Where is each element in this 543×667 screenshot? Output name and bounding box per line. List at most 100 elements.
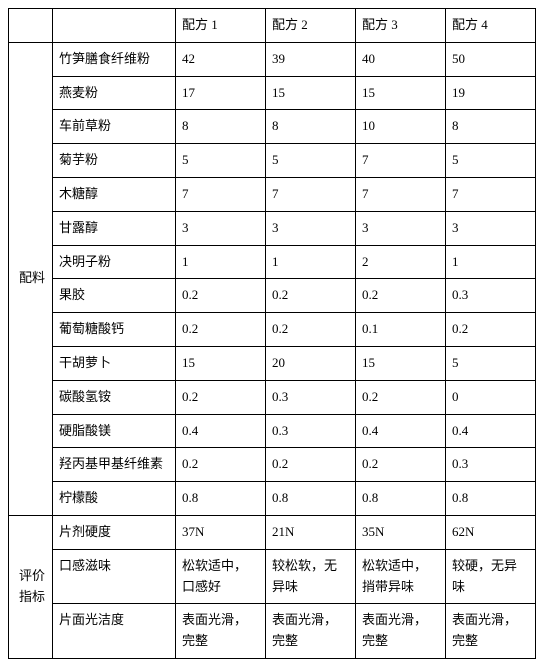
value-cell: 15 (266, 76, 356, 110)
value-cell: 0.2 (266, 448, 356, 482)
value-cell: 表面光滑，完整 (356, 604, 446, 659)
ingredient-name: 片剂硬度 (53, 515, 176, 549)
table-row: 甘露醇3333 (9, 211, 536, 245)
ingredient-name: 果胶 (53, 279, 176, 313)
table-row: 碳酸氢铵0.20.30.20 (9, 380, 536, 414)
value-cell: 21N (266, 515, 356, 549)
value-cell: 5 (266, 144, 356, 178)
ingredient-name: 燕麦粉 (53, 76, 176, 110)
ingredient-name: 柠檬酸 (53, 482, 176, 516)
value-cell: 42 (176, 42, 266, 76)
table-row: 硬脂酸镁0.40.30.40.4 (9, 414, 536, 448)
ingredient-name: 车前草粉 (53, 110, 176, 144)
table-row: 车前草粉88108 (9, 110, 536, 144)
value-cell: 7 (266, 177, 356, 211)
value-cell: 7 (356, 144, 446, 178)
value-cell: 8 (266, 110, 356, 144)
value-cell: 3 (356, 211, 446, 245)
ingredient-name: 决明子粉 (53, 245, 176, 279)
ingredient-name: 碳酸氢铵 (53, 380, 176, 414)
table-row: 羟丙基甲基纤维素0.20.20.20.3 (9, 448, 536, 482)
ingredient-name: 硬脂酸镁 (53, 414, 176, 448)
value-cell: 19 (446, 76, 536, 110)
value-cell: 0.2 (356, 279, 446, 313)
ingredient-name: 片面光洁度 (53, 604, 176, 659)
value-cell: 7 (446, 177, 536, 211)
ingredient-name: 干胡萝卜 (53, 346, 176, 380)
value-cell: 0.2 (446, 313, 536, 347)
value-cell: 0.2 (356, 448, 446, 482)
value-cell: 0.2 (266, 279, 356, 313)
header-row: 配方 1配方 2配方 3配方 4 (9, 9, 536, 43)
value-cell: 3 (266, 211, 356, 245)
table-row: 片面光洁度表面光滑，完整表面光滑，完整表面光滑，完整表面光滑，完整 (9, 604, 536, 659)
header-blank (53, 9, 176, 43)
value-cell: 8 (176, 110, 266, 144)
table-row: 决明子粉1121 (9, 245, 536, 279)
value-cell: 0.3 (446, 279, 536, 313)
value-cell: 20 (266, 346, 356, 380)
ingredient-name: 竹笋膳食纤维粉 (53, 42, 176, 76)
value-cell: 17 (176, 76, 266, 110)
value-cell: 0.2 (176, 380, 266, 414)
ingredient-name: 木糖醇 (53, 177, 176, 211)
value-cell: 10 (356, 110, 446, 144)
value-cell: 0.8 (446, 482, 536, 516)
value-cell: 50 (446, 42, 536, 76)
value-cell: 0.2 (356, 380, 446, 414)
ingredient-name: 甘露醇 (53, 211, 176, 245)
value-cell: 0.3 (266, 414, 356, 448)
value-cell: 5 (446, 144, 536, 178)
value-cell: 1 (446, 245, 536, 279)
table-row: 干胡萝卜1520155 (9, 346, 536, 380)
value-cell: 7 (356, 177, 446, 211)
value-cell: 35N (356, 515, 446, 549)
value-cell: 15 (356, 346, 446, 380)
table-row: 果胶0.20.20.20.3 (9, 279, 536, 313)
value-cell: 2 (356, 245, 446, 279)
value-cell: 0.3 (446, 448, 536, 482)
value-cell: 0.8 (176, 482, 266, 516)
ingredient-name: 菊芋粉 (53, 144, 176, 178)
section-label: 配料 (9, 42, 53, 515)
value-cell: 1 (266, 245, 356, 279)
ingredient-name: 葡萄糖酸钙 (53, 313, 176, 347)
value-cell: 0.2 (176, 279, 266, 313)
formula-table: 配方 1配方 2配方 3配方 4配料竹笋膳食纤维粉42394050燕麦粉1715… (8, 8, 536, 659)
value-cell: 5 (446, 346, 536, 380)
table-row: 柠檬酸0.80.80.80.8 (9, 482, 536, 516)
value-cell: 40 (356, 42, 446, 76)
table-row: 木糖醇7777 (9, 177, 536, 211)
value-cell: 0.2 (266, 313, 356, 347)
value-cell: 3 (176, 211, 266, 245)
value-cell: 0.8 (356, 482, 446, 516)
value-cell: 0.3 (266, 380, 356, 414)
value-cell: 0.8 (266, 482, 356, 516)
table-row: 菊芋粉5575 (9, 144, 536, 178)
header-col: 配方 4 (446, 9, 536, 43)
header-col: 配方 1 (176, 9, 266, 43)
value-cell: 37N (176, 515, 266, 549)
value-cell: 3 (446, 211, 536, 245)
header-blank (9, 9, 53, 43)
value-cell: 15 (356, 76, 446, 110)
value-cell: 15 (176, 346, 266, 380)
value-cell: 表面光滑，完整 (176, 604, 266, 659)
value-cell: 8 (446, 110, 536, 144)
value-cell: 0.4 (356, 414, 446, 448)
value-cell: 1 (176, 245, 266, 279)
value-cell: 7 (176, 177, 266, 211)
table-row: 葡萄糖酸钙0.20.20.10.2 (9, 313, 536, 347)
value-cell: 0.2 (176, 313, 266, 347)
ingredient-name: 羟丙基甲基纤维素 (53, 448, 176, 482)
header-col: 配方 2 (266, 9, 356, 43)
value-cell: 5 (176, 144, 266, 178)
table-row: 评价指标片剂硬度37N21N35N62N (9, 515, 536, 549)
value-cell: 0 (446, 380, 536, 414)
value-cell: 62N (446, 515, 536, 549)
value-cell: 39 (266, 42, 356, 76)
value-cell: 表面光滑，完整 (266, 604, 356, 659)
value-cell: 0.4 (446, 414, 536, 448)
table-row: 配料竹笋膳食纤维粉42394050 (9, 42, 536, 76)
value-cell: 0.2 (176, 448, 266, 482)
